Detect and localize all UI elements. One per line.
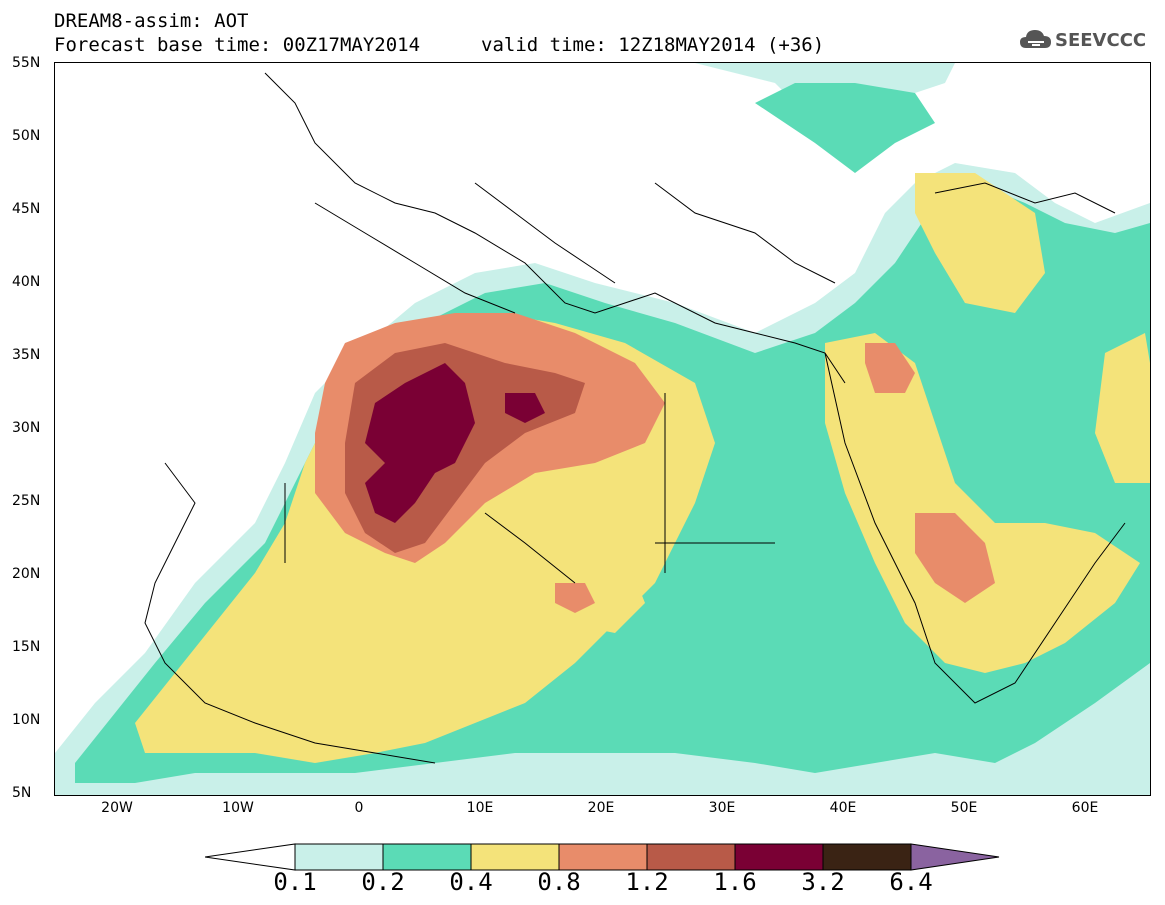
colorbar-label: 0.1	[273, 868, 317, 896]
lon-label: 10E	[466, 800, 494, 816]
lon-label: 0	[354, 800, 364, 816]
colorbar-label: 3.2	[801, 868, 845, 896]
aot-map-canvas	[55, 63, 1150, 795]
aot-field-1.6	[365, 363, 545, 523]
lat-label: 55N	[12, 55, 41, 71]
colorbar-label: 0.2	[361, 868, 405, 896]
lat-label: 5N	[12, 785, 32, 801]
colorbar-label: 1.2	[625, 868, 669, 896]
lat-label: 40N	[12, 274, 41, 290]
colorbar-label: 6.4	[889, 868, 933, 896]
seevccc-logo: SEEVCCC	[1055, 30, 1147, 51]
colorbar-label: 0.4	[449, 868, 493, 896]
lat-label: 30N	[12, 420, 41, 436]
aot-map	[54, 62, 1151, 796]
lon-label: 10W	[222, 800, 254, 816]
lat-label: 10N	[12, 712, 41, 728]
lon-label: 20E	[587, 800, 615, 816]
lon-label: 40E	[829, 800, 857, 816]
lon-label: 60E	[1071, 800, 1099, 816]
colorbar-label: 0.8	[537, 868, 581, 896]
lon-label: 50E	[950, 800, 978, 816]
forecast-base-time: Forecast base time: 00Z17MAY2014	[54, 34, 421, 56]
lon-label: 30E	[708, 800, 736, 816]
map-title: DREAM8-assim: AOT	[54, 10, 249, 32]
colorbar-label: 1.6	[713, 868, 757, 896]
lat-label: 25N	[12, 493, 41, 509]
colorbar	[205, 843, 1000, 871]
cloud-icon	[1020, 30, 1051, 48]
valid-time: valid time: 12Z18MAY2014 (+36)	[481, 34, 825, 56]
coastlines	[144, 72, 1126, 764]
lat-label: 45N	[12, 201, 41, 217]
lat-label: 15N	[12, 639, 41, 655]
lat-label: 20N	[12, 566, 41, 582]
lat-label: 35N	[12, 347, 41, 363]
lat-label: 50N	[12, 128, 41, 144]
lon-label: 20W	[101, 800, 133, 816]
